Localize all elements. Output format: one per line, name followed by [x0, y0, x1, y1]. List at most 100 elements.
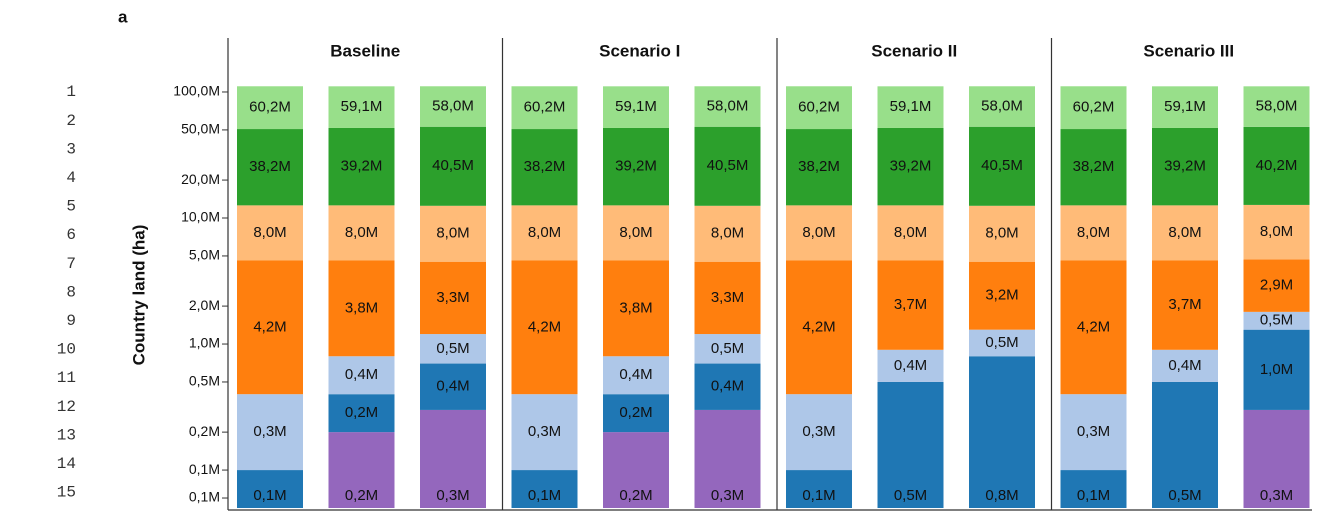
bar-segment	[694, 205, 761, 262]
data-label: 0,1M	[253, 487, 286, 504]
data-label: 0,3M	[436, 487, 469, 504]
data-label: 60,2M	[1073, 99, 1115, 116]
line-number: 3	[66, 140, 76, 158]
data-label: 59,1M	[615, 98, 657, 115]
data-label: 58,0M	[432, 97, 474, 114]
data-label: 39,2M	[1164, 158, 1206, 175]
bar-segment	[1243, 204, 1310, 260]
data-label: 0,2M	[345, 487, 378, 504]
y-tick-label: 2,0M	[189, 297, 220, 313]
data-label: 39,2M	[615, 158, 657, 175]
bar-segment	[237, 470, 303, 508]
data-label: 3,8M	[345, 299, 378, 316]
bar-segment	[694, 409, 761, 508]
panel-title: Scenario III	[1143, 41, 1234, 60]
bar-segment	[420, 205, 486, 262]
bar-segment	[603, 432, 669, 508]
bar-segment	[1152, 205, 1218, 261]
bar-segment	[603, 127, 669, 206]
panel-title: Baseline	[330, 41, 400, 60]
bar-segment	[1152, 260, 1218, 350]
data-label: 58,0M	[981, 97, 1023, 114]
line-number: 5	[66, 198, 76, 216]
bar-segment	[877, 381, 944, 508]
bar-segment	[1243, 259, 1310, 312]
bar-segment	[694, 86, 761, 127]
panel-title: Scenario II	[871, 41, 957, 60]
data-label: 8,0M	[253, 224, 286, 241]
bar-segment	[1060, 86, 1127, 130]
bar-segment	[328, 432, 395, 508]
bar-segment	[786, 205, 852, 261]
bar-segment	[969, 261, 1035, 330]
data-label: 2,9M	[1260, 277, 1293, 294]
data-label: 59,1M	[1164, 98, 1206, 115]
y-tick-label: 1,0M	[189, 335, 220, 351]
bar-segment	[1243, 126, 1310, 205]
bar-segment	[1060, 205, 1127, 261]
bar-segment	[1152, 349, 1218, 382]
data-label: 4,2M	[802, 318, 835, 335]
data-label: 0,1M	[1077, 487, 1110, 504]
y-tick-label: 0,1M	[189, 461, 220, 477]
data-label: 0,8M	[985, 487, 1018, 504]
y-tick-label: 100,0M	[173, 83, 220, 99]
bar-segment	[420, 363, 486, 410]
bar-segment	[1243, 329, 1310, 410]
data-label: 60,2M	[798, 99, 840, 116]
data-label: 0,2M	[619, 487, 652, 504]
bar-segment	[511, 470, 578, 508]
data-label: 38,2M	[524, 158, 566, 175]
bar-segment	[969, 86, 1035, 127]
data-label: 0,5M	[436, 340, 469, 357]
data-label: 8,0M	[985, 225, 1018, 242]
data-label: 3,8M	[619, 299, 652, 316]
data-label: 0,5M	[1168, 487, 1201, 504]
data-label: 0,5M	[894, 487, 927, 504]
bar-segment	[786, 470, 852, 508]
bar-segment	[328, 127, 395, 206]
bar-segment	[1060, 260, 1127, 395]
y-tick-label: 5,0M	[189, 247, 220, 263]
line-number: 14	[57, 455, 76, 473]
data-label: 4,2M	[528, 318, 561, 335]
bar-segment	[786, 86, 852, 130]
bar-segment	[1152, 86, 1218, 128]
bar-segment	[603, 394, 669, 433]
line-number: 11	[57, 369, 76, 387]
data-label: 38,2M	[249, 158, 291, 175]
bar-segment	[603, 260, 669, 357]
bar-segment	[786, 260, 852, 395]
bar-segment	[877, 86, 944, 128]
bar-segment	[694, 363, 761, 410]
line-number: 7	[66, 255, 76, 273]
data-label: 0,2M	[619, 404, 652, 421]
bar-segment	[511, 260, 578, 395]
bar-segment	[969, 126, 1035, 206]
data-label: 0,3M	[802, 423, 835, 440]
y-tick-label: 20,0M	[181, 171, 220, 187]
line-number: 12	[57, 398, 76, 416]
data-label: 4,2M	[253, 318, 286, 335]
data-label: 0,1M	[528, 487, 561, 504]
data-label: 3,7M	[894, 296, 927, 313]
data-label: 59,1M	[341, 98, 383, 115]
bar-segment	[328, 205, 395, 261]
data-label: 0,4M	[436, 378, 469, 395]
data-label: 8,0M	[894, 224, 927, 241]
bar-segment	[237, 260, 303, 395]
data-label: 39,2M	[890, 158, 932, 175]
data-label: 0,5M	[711, 340, 744, 357]
data-label: 39,2M	[341, 158, 383, 175]
data-label: 8,0M	[711, 225, 744, 242]
line-number: 8	[66, 283, 76, 301]
bar-segment	[1060, 470, 1127, 508]
y-tick-label: 10,0M	[181, 209, 220, 225]
data-label: 3,3M	[711, 289, 744, 306]
y-tick-label: 50,0M	[181, 121, 220, 137]
data-label: 0,5M	[985, 334, 1018, 351]
bar-segment	[603, 86, 669, 128]
bar-segment	[328, 394, 395, 433]
bar-segment	[328, 260, 395, 357]
bar-segment	[877, 205, 944, 261]
